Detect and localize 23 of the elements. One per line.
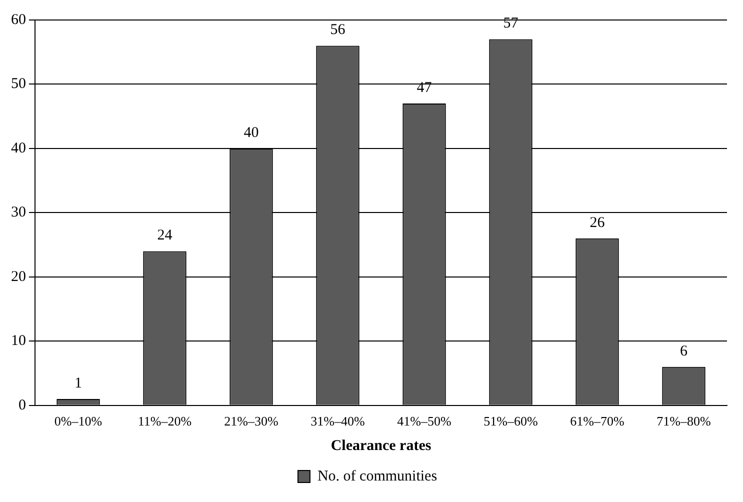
x-axis-title: Clearance rates xyxy=(330,438,432,454)
x-tick-label: 31%–40% xyxy=(310,414,365,429)
y-tick-label: 30 xyxy=(11,204,26,221)
y-tick-label: 20 xyxy=(11,268,26,285)
legend-label: No. of communities xyxy=(317,468,438,484)
x-tick-label: 61%–70% xyxy=(570,414,624,429)
x-tick-label: 41%–50% xyxy=(397,414,452,429)
x-tick-label: 0%–10% xyxy=(54,414,102,429)
x-tick-label: 71%–80% xyxy=(656,414,711,429)
y-tick-label: 50 xyxy=(11,76,26,92)
data-label: 56 xyxy=(330,22,346,38)
y-tick-label: 10 xyxy=(11,333,26,350)
y-tick-label: 40 xyxy=(11,140,26,156)
x-tick-label: 21%–30% xyxy=(224,414,278,429)
data-label: 1 xyxy=(74,375,82,392)
data-label: 24 xyxy=(157,228,173,244)
data-label: 26 xyxy=(590,214,606,231)
y-tick-label: 0 xyxy=(18,397,26,414)
data-label: 40 xyxy=(244,124,259,141)
y-tick-label: 60 xyxy=(11,12,26,28)
data-label: 6 xyxy=(680,343,688,360)
x-tick-label: 51%–60% xyxy=(484,414,538,429)
x-tick-label: 11%–20% xyxy=(138,414,192,429)
